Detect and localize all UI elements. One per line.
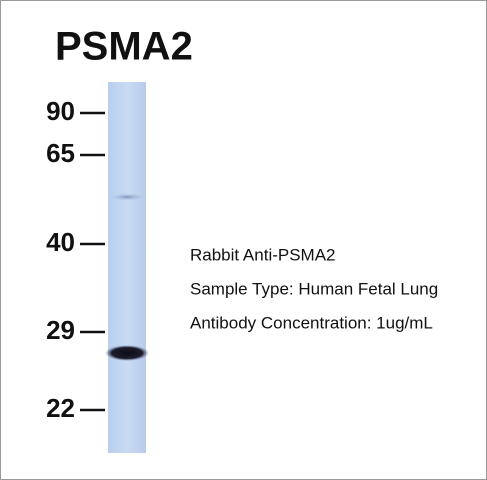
title: PSMA2 <box>55 25 193 69</box>
marker-ladder: 90 65 40 29 22 <box>46 96 105 423</box>
info-line: Sample Type: Human Fetal Lung <box>190 279 438 298</box>
marker-label: 22 <box>46 393 75 423</box>
strong-band <box>105 345 149 361</box>
faint-band <box>107 193 147 201</box>
marker-label: 65 <box>46 138 75 168</box>
info-block: Rabbit Anti-PSMA2 Sample Type: Human Feta… <box>190 245 438 332</box>
marker-label: 29 <box>46 315 75 345</box>
info-line: Rabbit Anti-PSMA2 <box>190 245 336 264</box>
lane <box>108 82 146 453</box>
marker-label: 90 <box>46 96 75 126</box>
marker-label: 40 <box>46 227 75 257</box>
info-line: Antibody Concentration: 1ug/mL <box>190 313 433 332</box>
